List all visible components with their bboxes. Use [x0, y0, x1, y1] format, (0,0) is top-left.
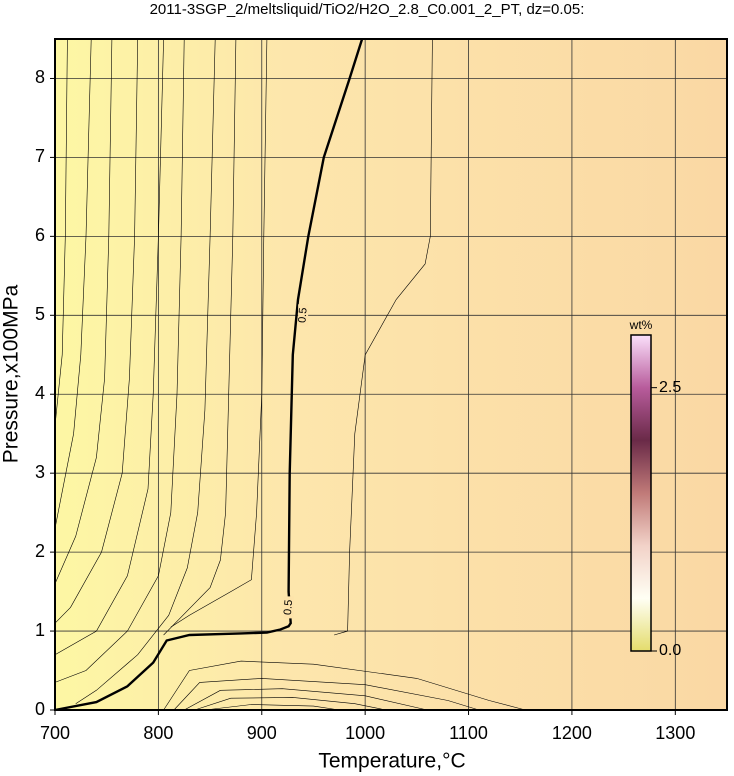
y-tick-label: 3	[35, 462, 45, 482]
x-tick-label: 1200	[552, 723, 592, 743]
y-tick-label: 6	[35, 225, 45, 245]
y-tick-label: 2	[35, 541, 45, 561]
x-tick-label: 1100	[449, 723, 488, 743]
x-axis-label: Temperature,°C	[318, 750, 465, 773]
contour-label-bg	[283, 596, 294, 619]
y-tick-label: 4	[35, 383, 45, 403]
contour-line	[173, 678, 479, 711]
contour-line	[54, 38, 138, 624]
y-tick-label: 7	[35, 146, 45, 166]
plot-background	[55, 39, 727, 710]
colorbar-tick-label: 0.0	[659, 642, 681, 659]
colorbar-label: wt%	[629, 318, 653, 332]
contour-line	[54, 38, 113, 584]
contour-line	[170, 38, 268, 628]
x-tick-label: 900	[247, 723, 277, 743]
contour-line	[75, 38, 216, 704]
contour-label-bg	[298, 304, 309, 327]
x-tick-label: 700	[40, 723, 70, 743]
contour-line	[54, 38, 92, 529]
contour-line	[194, 697, 386, 711]
colorbar-tick-label: 2.5	[659, 379, 681, 396]
contour-line	[334, 38, 433, 636]
contour-line	[204, 704, 340, 711]
contour-line	[54, 38, 364, 712]
contour-label: 0.5	[296, 307, 309, 323]
x-tick-label: 1300	[655, 723, 695, 743]
y-tick-label: 1	[35, 620, 45, 640]
contour-label: 0.5	[282, 599, 295, 615]
contour-line	[54, 38, 185, 683]
contour-line	[163, 660, 526, 711]
y-tick-label: 0	[35, 699, 45, 719]
colorbar	[630, 334, 652, 652]
contour-line	[54, 38, 164, 655]
plot-frame	[54, 38, 728, 711]
chart-title: 2011-3SGP_2/meltsliquid/TiO2/H2O_2.8_C0.…	[150, 1, 585, 18]
contour-line	[184, 688, 428, 711]
contour-line	[163, 38, 237, 636]
y-tick-label: 5	[35, 304, 45, 324]
x-tick-label: 1000	[345, 723, 385, 743]
x-tick-label: 800	[143, 723, 173, 743]
y-axis-label: Pressure,x100MPa	[0, 284, 23, 463]
contour-line	[54, 38, 68, 426]
y-tick-label: 8	[35, 67, 45, 87]
